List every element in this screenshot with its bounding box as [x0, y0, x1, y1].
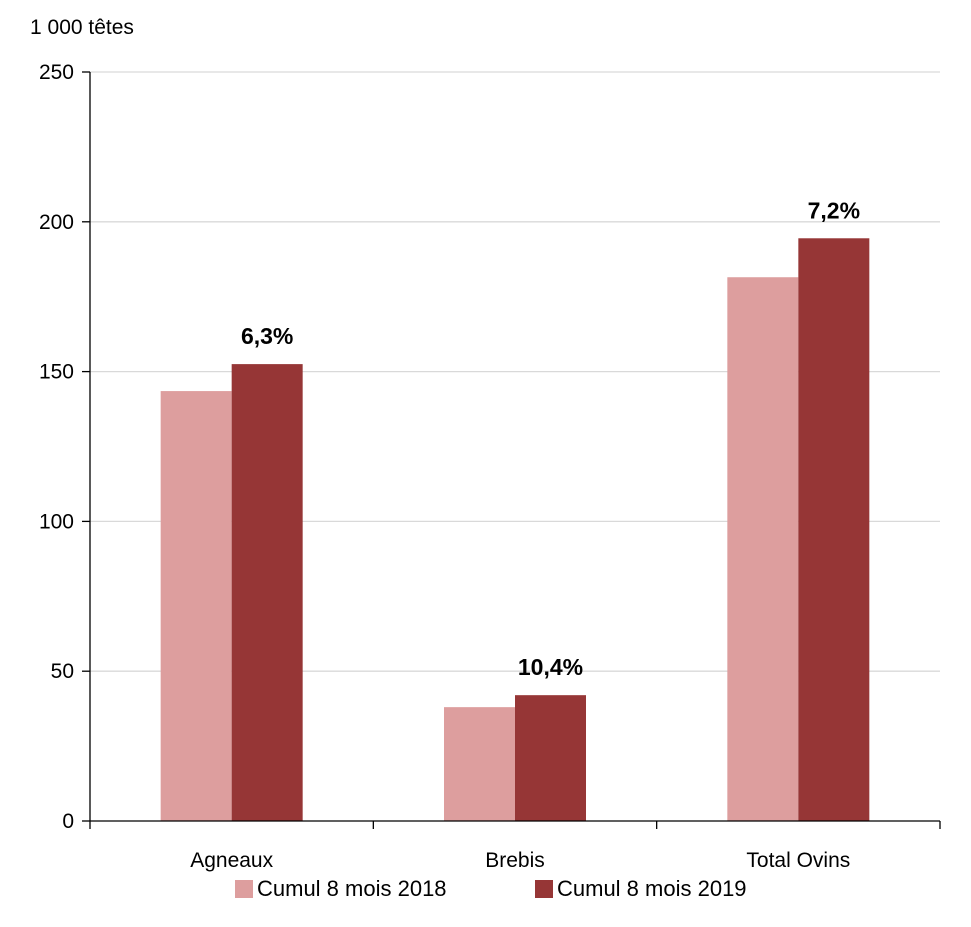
- bar-2019: [231, 364, 303, 821]
- y-tick-label: 50: [51, 660, 74, 683]
- bar-2019: [798, 238, 870, 821]
- legend-swatch: [235, 880, 253, 898]
- x-category-label: Brebis: [485, 849, 545, 872]
- x-category-label: Agneaux: [190, 849, 273, 872]
- bars: [160, 238, 870, 821]
- y-axis-unit-label: 1 000 têtes: [30, 16, 134, 39]
- y-axis-ticks: 0 50 100 150 200 250: [39, 61, 90, 833]
- data-label: 10,4%: [518, 654, 583, 680]
- x-category-label: Total Ovins: [746, 849, 850, 872]
- bar-2018: [727, 277, 799, 821]
- y-tick-label: 0: [62, 810, 74, 833]
- legend-label: Cumul 8 mois 2018: [257, 876, 447, 901]
- data-labels: 6,3% 10,4% 7,2%: [241, 197, 860, 680]
- data-label: 7,2%: [808, 197, 860, 223]
- axes: [89, 72, 941, 829]
- y-tick-label: 150: [39, 361, 74, 384]
- bar-2018: [444, 707, 515, 821]
- data-label: 6,3%: [241, 323, 293, 349]
- bar-2019: [515, 695, 586, 821]
- x-axis-categories: Agneaux Brebis Total Ovins: [190, 849, 850, 872]
- bar-2018: [160, 391, 232, 821]
- legend-label: Cumul 8 mois 2019: [557, 876, 747, 901]
- y-tick-label: 200: [39, 211, 74, 234]
- legend: Cumul 8 mois 2018 Cumul 8 mois 2019: [235, 876, 747, 901]
- y-tick-label: 100: [39, 510, 74, 533]
- y-tick-label: 250: [39, 61, 74, 84]
- legend-swatch: [535, 880, 553, 898]
